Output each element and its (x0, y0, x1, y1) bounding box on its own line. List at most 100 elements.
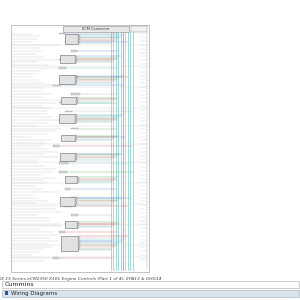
Bar (78, 243, 80, 244)
Bar (64, 41, 71, 43)
Bar (76, 177, 79, 178)
Bar (64, 206, 72, 207)
Bar (78, 39, 80, 41)
Bar (75, 122, 77, 123)
Bar (75, 119, 77, 120)
Bar (76, 99, 78, 100)
Bar (130, 26, 147, 32)
Bar (75, 155, 77, 156)
Bar (78, 38, 80, 39)
Bar (75, 83, 77, 84)
Bar (75, 81, 77, 83)
Bar (76, 97, 78, 98)
Bar (52, 257, 58, 259)
Bar (4, 292, 8, 295)
Bar (75, 138, 77, 139)
Bar (52, 85, 60, 86)
Bar (58, 33, 65, 34)
Bar (11, 25, 148, 272)
Bar (75, 60, 77, 61)
Bar (78, 245, 80, 246)
Bar (75, 77, 77, 78)
Bar (64, 136, 73, 138)
Bar (61, 97, 76, 104)
Bar (64, 188, 70, 190)
Bar (76, 102, 78, 103)
Bar (60, 197, 75, 206)
Bar (64, 176, 76, 183)
Bar (75, 201, 77, 202)
Bar (58, 75, 75, 84)
Bar (75, 117, 77, 119)
Bar (63, 26, 129, 32)
Bar (64, 111, 72, 112)
Bar (78, 238, 80, 239)
Bar (60, 56, 75, 63)
Bar (70, 180, 79, 181)
Bar (78, 42, 80, 44)
Bar (64, 34, 78, 43)
Bar (75, 140, 77, 141)
Bar (70, 50, 77, 52)
Bar (75, 56, 77, 57)
Bar (75, 75, 77, 76)
Bar (70, 249, 77, 250)
Text: Cummins: Cummins (4, 282, 34, 287)
Bar (78, 247, 80, 248)
Bar (58, 162, 68, 164)
Bar (75, 78, 77, 80)
Bar (75, 159, 77, 160)
Bar (58, 119, 68, 121)
Bar (75, 57, 77, 58)
Bar (60, 153, 75, 160)
Bar (64, 154, 72, 155)
Bar (75, 202, 77, 204)
Bar (75, 156, 77, 157)
Bar (75, 114, 77, 116)
Bar (64, 223, 74, 224)
Bar (75, 120, 77, 122)
Bar (70, 93, 80, 95)
Bar (78, 41, 80, 42)
Text: ISX 15 Series eCM2350 X101 Engine Controls (Part 1 of 4), EPA13 & GHG14: ISX 15 Series eCM2350 X101 Engine Contro… (0, 277, 162, 281)
Bar (58, 114, 75, 123)
Bar (76, 225, 79, 226)
Text: Wiring Diagrams: Wiring Diagrams (11, 291, 57, 296)
Bar (75, 153, 77, 154)
Bar (75, 135, 77, 136)
Bar (75, 158, 77, 159)
Bar (70, 197, 78, 198)
Bar (76, 180, 79, 181)
Bar (70, 214, 78, 216)
Bar (78, 236, 80, 237)
Bar (2, 281, 298, 288)
Bar (78, 36, 80, 38)
Bar (70, 240, 76, 242)
Bar (76, 178, 79, 179)
Bar (70, 76, 78, 77)
Bar (78, 240, 80, 241)
Bar (78, 242, 80, 243)
Bar (61, 236, 78, 250)
Bar (76, 222, 79, 223)
Bar (75, 137, 77, 138)
Bar (58, 59, 67, 60)
Bar (76, 223, 79, 224)
Bar (70, 128, 78, 129)
Bar (58, 68, 66, 69)
Bar (58, 102, 67, 104)
Bar (58, 171, 67, 172)
Bar (75, 80, 77, 81)
Bar (78, 35, 80, 36)
Bar (61, 135, 75, 141)
Text: ECM Connector: ECM Connector (82, 27, 110, 31)
Bar (2, 290, 298, 297)
Bar (75, 59, 77, 60)
Bar (52, 145, 59, 147)
Bar (75, 199, 77, 200)
Bar (64, 221, 76, 228)
Bar (76, 100, 78, 102)
Bar (75, 62, 77, 63)
Bar (78, 249, 80, 250)
Bar (75, 204, 77, 205)
